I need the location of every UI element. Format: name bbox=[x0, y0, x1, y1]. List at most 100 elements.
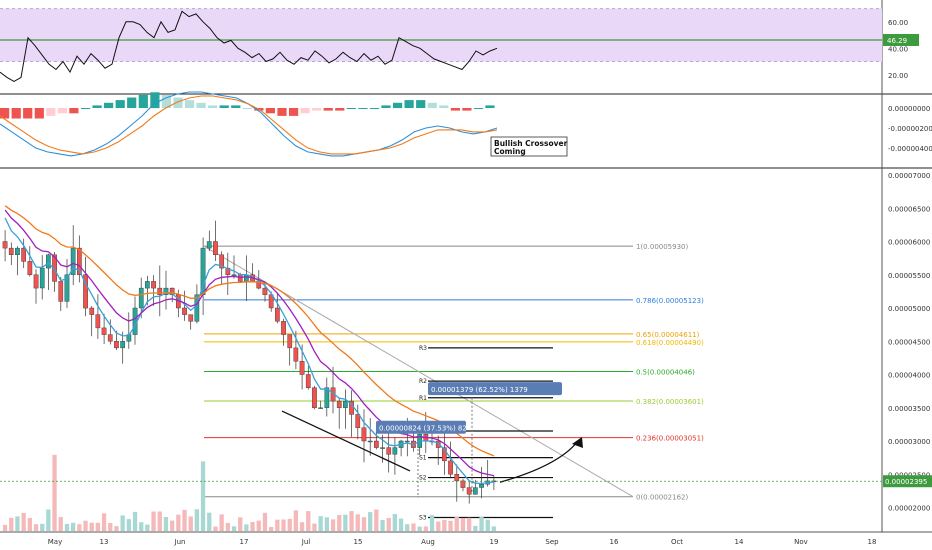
macd-tick-label: 0.00000000 bbox=[888, 105, 930, 113]
candle-body bbox=[293, 347, 299, 362]
price-tick-label: 0.00003500 bbox=[888, 405, 930, 413]
time-tick-label: Jul bbox=[301, 538, 311, 546]
macd-histogram-bar bbox=[92, 105, 102, 108]
price-tick-label: 0.00003000 bbox=[888, 438, 930, 446]
time-tick-label: 16 bbox=[610, 538, 619, 546]
rsi-tick-label: 60.00 bbox=[888, 19, 908, 27]
volume-bar bbox=[312, 523, 317, 531]
candle-body bbox=[219, 254, 225, 269]
candle-body bbox=[442, 447, 447, 462]
price-tick-label: 0.00004000 bbox=[888, 372, 930, 380]
volume-bar bbox=[343, 514, 348, 531]
volume-bar bbox=[200, 461, 206, 531]
volume-bar bbox=[21, 512, 26, 531]
volume-bar bbox=[46, 509, 51, 531]
price-panel: 1(0.00005930) 0.786(0.00005123) 0.65(0.000… bbox=[0, 205, 882, 531]
time-tick-label: Sep bbox=[545, 538, 559, 546]
candle-body bbox=[151, 281, 156, 289]
candle-body bbox=[70, 247, 76, 275]
rsi-tick-label: 40.00 bbox=[888, 45, 908, 53]
current-price-label: 0.00002395 bbox=[885, 478, 927, 486]
pivot-label: S2 bbox=[419, 475, 427, 482]
time-tick-label: 15 bbox=[354, 538, 363, 546]
macd-histogram-bar bbox=[427, 102, 437, 109]
volume-bar bbox=[151, 511, 156, 531]
volume-bar bbox=[398, 518, 404, 531]
volume-bar bbox=[361, 517, 367, 531]
volume-bar bbox=[213, 526, 218, 531]
macd-histogram-bar bbox=[34, 108, 44, 119]
candle-body bbox=[380, 447, 385, 449]
candle-body bbox=[95, 314, 101, 329]
volume-bar bbox=[126, 519, 131, 531]
candle-body bbox=[33, 274, 39, 289]
measure-label: 0.00000824 (37.53%) 824 bbox=[379, 425, 472, 433]
rsi-band bbox=[0, 8, 882, 62]
current-price-badge bbox=[883, 475, 932, 488]
pivot-label: R1 bbox=[419, 395, 427, 402]
fib-level-label: 0.236(0.00003051) bbox=[636, 435, 704, 443]
time-tick-label: 17 bbox=[240, 538, 249, 546]
candle-body bbox=[262, 287, 268, 295]
candle-body bbox=[107, 334, 113, 342]
candle-body bbox=[169, 287, 175, 295]
candle-body bbox=[64, 274, 70, 302]
volume-bar bbox=[170, 520, 175, 531]
measure-box bbox=[428, 382, 562, 396]
candle-body bbox=[194, 294, 200, 322]
fib-level-label: 0.382(0.00003601) bbox=[636, 398, 704, 406]
macd-histogram-bar bbox=[358, 108, 368, 109]
macd-histogram-bar bbox=[485, 105, 495, 108]
fib-level-label: 0.65(0.00004611) bbox=[636, 331, 700, 339]
candle-body bbox=[58, 281, 64, 302]
volume-bar bbox=[89, 522, 94, 531]
volume-bar bbox=[275, 519, 280, 531]
volume-bar bbox=[473, 525, 478, 531]
volume-bar bbox=[380, 520, 385, 531]
candle-body bbox=[275, 307, 280, 322]
price-tick-label: 0.00007000 bbox=[888, 172, 930, 180]
ema-slow-line bbox=[4, 205, 495, 457]
pivot-label: R2 bbox=[419, 378, 427, 385]
candle-body bbox=[157, 287, 163, 295]
volume-bar bbox=[287, 518, 292, 531]
candle-body bbox=[213, 241, 218, 256]
volume-bar bbox=[405, 524, 410, 531]
volume-bar bbox=[423, 526, 428, 531]
candle-body bbox=[114, 341, 119, 349]
macd-histogram-bar bbox=[404, 100, 414, 108]
candle-body bbox=[182, 307, 187, 315]
candle-body bbox=[466, 487, 472, 495]
fib-level-label: 0.5(0.00004046) bbox=[636, 368, 695, 376]
candle-body bbox=[144, 281, 150, 289]
candle-body bbox=[374, 440, 379, 448]
time-tick-label: Oct bbox=[671, 538, 683, 546]
volume-bar bbox=[225, 522, 230, 531]
descending-trendline bbox=[281, 410, 411, 472]
macd-histogram-bar bbox=[173, 97, 183, 108]
volume-bar bbox=[349, 511, 354, 531]
macd-signal-line bbox=[0, 95, 498, 155]
candle-body bbox=[268, 294, 274, 309]
ema-mid-line bbox=[4, 209, 495, 477]
candle-body bbox=[473, 487, 478, 495]
fib-level-label: 1(0.00005930) bbox=[636, 243, 688, 251]
volume-bar bbox=[157, 511, 162, 531]
macd-histogram-bar bbox=[312, 108, 322, 111]
volume-bar bbox=[27, 518, 32, 531]
volume-bar bbox=[299, 522, 305, 531]
volume-bar bbox=[71, 522, 76, 531]
volume-bar bbox=[2, 524, 8, 531]
time-tick-label: 19 bbox=[490, 538, 499, 546]
measure-box bbox=[376, 420, 466, 434]
candle-body bbox=[324, 387, 330, 408]
macd-histogram-bar bbox=[439, 105, 449, 108]
volume-bar bbox=[417, 526, 422, 531]
volume-bar bbox=[40, 523, 45, 531]
macd-histogram-bar bbox=[346, 108, 356, 109]
pivot-label: S1 bbox=[419, 455, 427, 462]
volume-bar bbox=[120, 515, 125, 531]
rsi-panel bbox=[0, 8, 882, 82]
macd-histogram-bar bbox=[381, 105, 391, 108]
volume-bar bbox=[9, 517, 14, 531]
